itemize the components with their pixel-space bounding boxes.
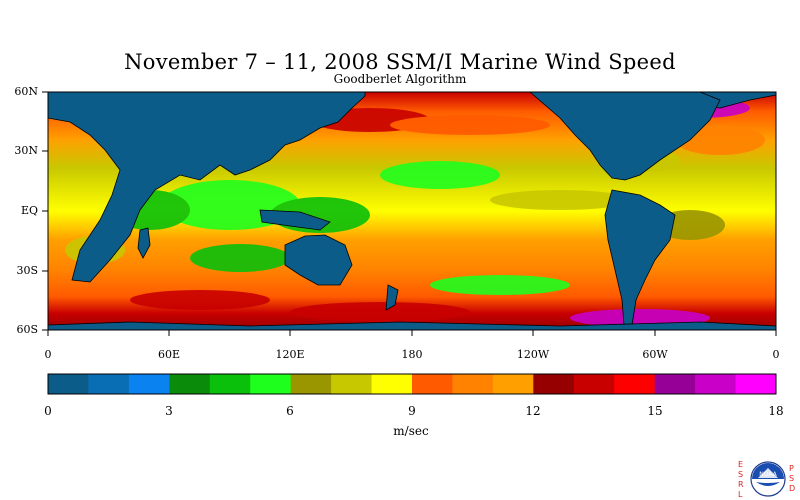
noaa-emblem-text: NOAA xyxy=(759,471,777,478)
new-zealand xyxy=(385,284,399,311)
colorbar-swatch-7 xyxy=(331,374,373,394)
colorbar-swatch-14 xyxy=(614,374,656,394)
colorbar-swatch-0 xyxy=(48,374,89,394)
colorbar-swatch-10 xyxy=(452,374,494,394)
colorbar-tick-3: 3 xyxy=(165,404,173,418)
colorbar-frame xyxy=(47,373,777,395)
land-masses xyxy=(48,92,776,330)
logo-letter-e: E xyxy=(738,460,744,469)
lon-label-120w: 120W xyxy=(516,348,550,361)
logo-letter-d: D xyxy=(789,484,796,493)
map-title: November 7 – 11, 2008 SSM/I Marine Wind … xyxy=(124,50,676,74)
lon-label-120e: 120E xyxy=(275,348,305,361)
lat-label-60s: 60S xyxy=(16,323,38,336)
lon-label-60e: 60E xyxy=(157,348,181,361)
logo-letter-r: R xyxy=(738,480,744,489)
indonesia xyxy=(259,209,331,231)
lat-label-30s: 30S xyxy=(16,264,38,277)
colorbar-swatch-5 xyxy=(250,374,292,394)
lat-label-60n: 60N xyxy=(14,85,38,98)
colorbar-swatch-9 xyxy=(412,374,453,394)
colorbar-swatch-4 xyxy=(209,374,251,394)
colorbar-swatch-8 xyxy=(371,374,413,394)
colorbar-tick-9: 9 xyxy=(408,404,416,418)
madagascar xyxy=(137,227,151,259)
lon-label-0-east: 0 xyxy=(772,348,780,361)
lon-ticks xyxy=(47,330,777,336)
noaa-emblem-icon: NOAA xyxy=(750,461,786,497)
antarctica-edge xyxy=(48,321,776,330)
logo-letter-p: P xyxy=(789,464,794,473)
colorbar-swatch-15 xyxy=(654,374,696,394)
colorbar-swatch-1 xyxy=(88,374,130,394)
colorbar-swatch-12 xyxy=(533,374,575,394)
colorbar-swatch-3 xyxy=(169,374,211,394)
lat-label-30n: 30N xyxy=(14,144,38,157)
lat-label-eq: EQ xyxy=(20,204,38,217)
logo-letter-s2: S xyxy=(789,474,795,483)
map-subtitle: Goodberlet Algorithm xyxy=(333,72,467,86)
colorbar-tick-12: 12 xyxy=(525,404,541,418)
lat-ticks xyxy=(42,91,48,331)
africa-eurasia xyxy=(48,92,366,283)
north-america xyxy=(529,92,721,181)
colorbar-tick-0: 0 xyxy=(44,404,52,418)
australia xyxy=(284,234,353,286)
colorbar-swatch-11 xyxy=(492,374,534,394)
colorbar-tick-6: 6 xyxy=(286,404,294,418)
lon-label-180: 180 xyxy=(401,348,423,361)
south-america xyxy=(604,189,676,326)
colorbar-swatch-13 xyxy=(573,374,615,394)
colorbar-swatch-6 xyxy=(290,374,332,394)
logo-letter-l: L xyxy=(738,490,743,499)
colorbar-swatch-2 xyxy=(128,374,170,394)
colorbar-unit-label: m/sec xyxy=(393,424,429,438)
lon-label-60w: 60W xyxy=(642,348,668,361)
colorbar-swatch-17 xyxy=(735,374,777,394)
lon-label-0-west: 0 xyxy=(44,348,52,361)
map-area xyxy=(48,92,776,330)
esrl-psd-noaa-logo: E S R L NOAA P S D xyxy=(738,458,796,500)
colorbar-tick-15: 15 xyxy=(647,404,663,418)
logo-letter-s: S xyxy=(738,470,744,479)
colorbar xyxy=(48,374,777,394)
colorbar-swatch-16 xyxy=(695,374,737,394)
colorbar-tick-18: 18 xyxy=(768,404,784,418)
